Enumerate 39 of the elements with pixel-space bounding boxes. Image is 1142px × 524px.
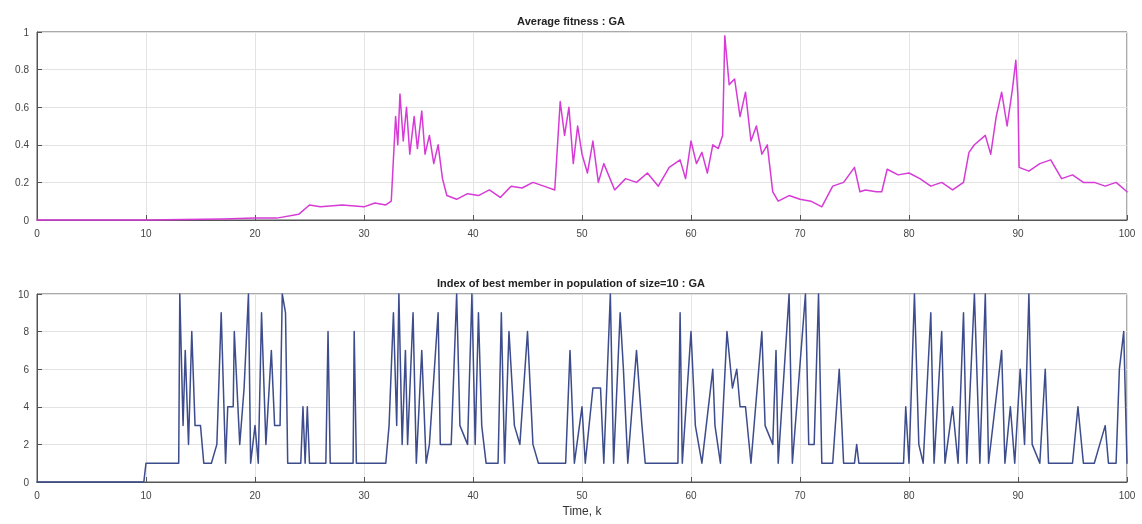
x-tick-label: 100 (1118, 489, 1136, 501)
x-tick-label: 100 (1118, 227, 1136, 239)
y-tick-label: 0.2 (15, 176, 30, 188)
x-tick-label: 80 (903, 489, 915, 501)
x-axis-title: Time, k (562, 503, 603, 518)
x-tick-label: 30 (358, 489, 370, 501)
y-tick-label: 6 (23, 363, 30, 375)
x-tick-label: 40 (467, 227, 479, 239)
x-tick-label: 10 (140, 227, 152, 239)
x-tick-label: 50 (576, 489, 588, 501)
x-tick-label: 40 (467, 489, 479, 501)
x-tick-label: 20 (249, 489, 261, 501)
y-tick-label: 0 (23, 214, 30, 226)
y-tick-label: 0.4 (15, 139, 30, 151)
x-tick-label: 70 (794, 489, 806, 501)
x-tick-label: 10 (140, 489, 152, 501)
y-tick-label: 0.8 (15, 64, 30, 76)
chart-title: Index of best member in population of size=10 : GA (436, 276, 706, 289)
x-tick-label: 30 (358, 227, 370, 239)
y-tick-label: 1 (23, 26, 30, 38)
y-tick-label: 8 (23, 326, 30, 338)
x-tick-label: 90 (1012, 227, 1024, 239)
y-tick-label: 2 (23, 438, 30, 450)
x-tick-label: 90 (1012, 489, 1024, 501)
line-series (36, 35, 1128, 221)
x-tick-label: 70 (794, 227, 806, 239)
line-series (36, 293, 1128, 483)
x-tick-label: 20 (249, 227, 261, 239)
y-tick-label: 4 (23, 401, 30, 413)
x-tick-label: 60 (685, 227, 697, 239)
y-tick-label: 0 (23, 476, 30, 488)
x-tick-label: 50 (576, 227, 588, 239)
y-tick-label: 0.6 (15, 101, 30, 113)
x-tick-label: 60 (685, 489, 697, 501)
x-tick-label: 0 (34, 489, 41, 501)
x-tick-label: 80 (903, 227, 915, 239)
x-tick-label: 0 (34, 227, 41, 239)
y-tick-label: 10 (17, 288, 30, 300)
chart-title: Average fitness : GA (517, 14, 625, 27)
